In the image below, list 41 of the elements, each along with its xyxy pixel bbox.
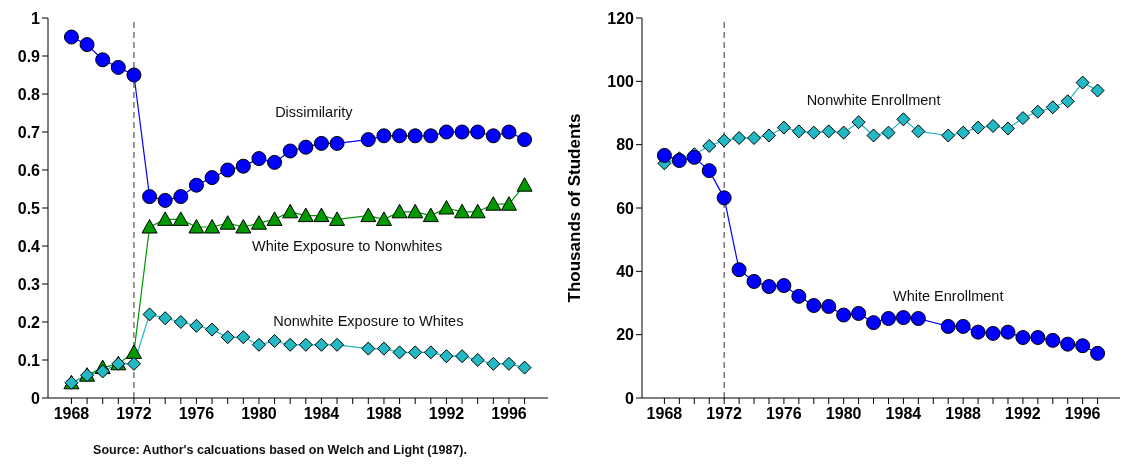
y-tick-label: 0.3 xyxy=(17,275,41,293)
series-label: Dissimilarity xyxy=(275,104,354,121)
y-tick-label: 1 xyxy=(31,9,41,27)
y-tick-label: 100 xyxy=(607,73,635,91)
source-note: Source: Author's calcuations based on Welch and Light (1987). xyxy=(92,443,468,457)
y-tick-label: 0.9 xyxy=(17,47,41,65)
series-label: Nonwhite Exposure to Whites xyxy=(273,313,464,330)
y-tick-label: 0.8 xyxy=(17,85,41,103)
y-tick-label: 0 xyxy=(625,389,635,407)
x-tick-label: 1976 xyxy=(178,405,215,423)
series-label: White Enrollment xyxy=(893,288,1004,305)
x-tick-label: 1984 xyxy=(885,405,922,423)
y-tick-label: 0 xyxy=(31,389,41,407)
series-label: White Exposure to Nonwhites xyxy=(251,238,443,255)
y-tick-label: 0.2 xyxy=(17,313,41,331)
y-tick-label: 0.4 xyxy=(17,237,41,255)
x-tick-label: 1980 xyxy=(825,405,862,423)
x-tick-label: 1992 xyxy=(1005,405,1041,423)
x-tick-label: 1968 xyxy=(646,405,683,423)
x-tick-label: 1980 xyxy=(241,405,277,423)
y-axis-title: Thousands of Students xyxy=(565,113,585,303)
x-tick-label: 1984 xyxy=(303,405,340,423)
y-tick-label: 120 xyxy=(607,9,635,27)
x-tick-label: 1972 xyxy=(116,405,152,423)
x-tick-label: 1968 xyxy=(53,405,90,423)
x-tick-label: 1988 xyxy=(945,405,982,423)
series-label: Nonwhite Enrollment xyxy=(806,92,941,109)
x-tick-label: 1996 xyxy=(491,405,527,423)
x-tick-label: 1972 xyxy=(706,405,743,423)
y-tick-label: 0.7 xyxy=(17,123,41,141)
y-tick-label: 60 xyxy=(616,199,635,217)
y-tick-label: 80 xyxy=(616,136,635,154)
y-tick-label: 20 xyxy=(616,326,635,344)
y-tick-label: 0.1 xyxy=(17,351,41,369)
x-tick-label: 1988 xyxy=(366,405,402,423)
y-tick-label: 0.6 xyxy=(17,161,41,179)
x-tick-label: 1992 xyxy=(428,405,465,423)
y-tick-label: 40 xyxy=(616,263,635,281)
x-tick-label: 1976 xyxy=(766,405,802,423)
x-tick-label: 1996 xyxy=(1064,405,1101,423)
y-tick-label: 0.5 xyxy=(17,199,41,217)
